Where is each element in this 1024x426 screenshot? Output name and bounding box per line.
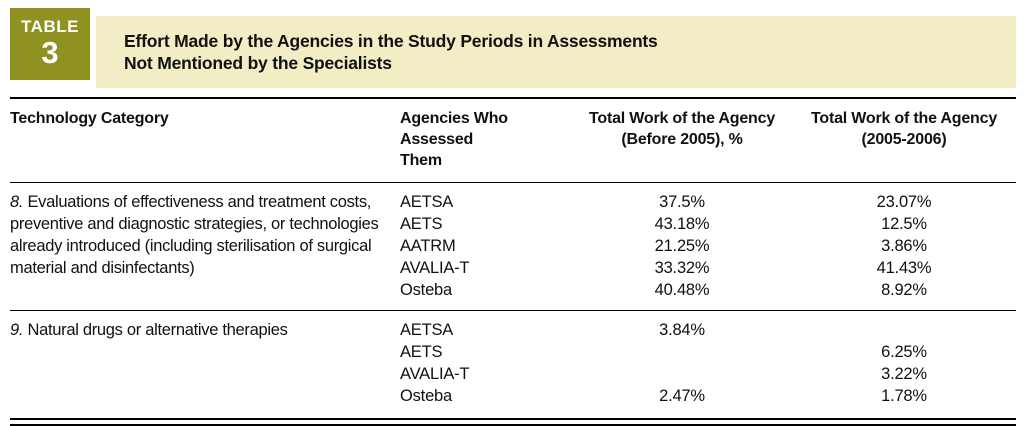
agency-stack: AETSA AETS AVALIA-T Osteba — [400, 319, 572, 407]
table-title-banner: Effort Made by the Agencies in the Study… — [96, 16, 1016, 88]
table-badge-word: TABLE — [21, 17, 79, 36]
period-2005-2006-value: 6.25% — [881, 343, 927, 361]
table-row: 8. Evaluations of effectiveness and trea… — [10, 183, 1016, 310]
period-2005-2006-stack: 6.25% 3.22% 1.78% — [792, 319, 1016, 407]
col-header-before-2005: Total Work of the Agency (Before 2005), … — [572, 108, 792, 171]
before-2005-value: 21.25% — [654, 237, 710, 255]
agency-name: AETSA — [400, 321, 454, 339]
before-2005-value: 3.84% — [659, 321, 705, 339]
agency-name: AVALIA-T — [400, 259, 470, 277]
agency-name: AVALIA-T — [400, 365, 470, 383]
before-2005-stack: 37.5% 43.18% 21.25% 33.32% 40.48% — [572, 191, 792, 301]
period-2005-2006-value: 12.5% — [881, 215, 927, 233]
col-header-agencies: Agencies Who Assessed Them — [400, 108, 572, 171]
table-figure: TABLE 3 Effort Made by the Agencies in t… — [10, 8, 1016, 426]
agency-name: AETS — [400, 343, 443, 361]
category-text: Evaluations of effectiveness and treatme… — [10, 193, 379, 277]
table-header-area: TABLE 3 Effort Made by the Agencies in t… — [10, 8, 1016, 88]
top-rule — [10, 97, 1016, 99]
category-cell: 8. Evaluations of effectiveness and trea… — [10, 191, 400, 301]
col-header-agencies-line2: Them — [400, 152, 442, 169]
category-text: Natural drugs or alternative therapies — [27, 321, 288, 339]
period-2005-2006-stack: 23.07% 12.5% 3.86% 41.43% 8.92% — [792, 191, 1016, 301]
table-badge: TABLE 3 — [10, 8, 90, 80]
row-separator-rule — [10, 310, 1016, 311]
table-title-line2: Not Mentioned by the Specialists — [124, 53, 392, 73]
period-2005-2006-value: 3.22% — [881, 365, 927, 383]
agency-name: AATRM — [400, 237, 456, 255]
period-2005-2006-value — [792, 319, 1016, 341]
col-header-technology-category: Technology Category — [10, 110, 169, 127]
col-header-2005-2006-line2: (2005-2006) — [861, 131, 947, 148]
table-badge-number: 3 — [41, 35, 59, 70]
agency-name: AETSA — [400, 193, 454, 211]
col-header-before-2005-line2: (Before 2005), % — [621, 131, 743, 148]
category-number: 9. — [10, 321, 24, 339]
col-header-2005-2006: Total Work of the Agency (2005-2006) — [792, 108, 1016, 171]
before-2005-value: 2.47% — [659, 387, 705, 405]
period-2005-2006-value: 41.43% — [876, 259, 932, 277]
agency-name: Osteba — [400, 387, 452, 405]
agency-stack: AETSA AETS AATRM AVALIA-T Osteba — [400, 191, 572, 301]
table-title: Effort Made by the Agencies in the Study… — [96, 30, 658, 74]
period-2005-2006-value: 1.78% — [881, 387, 927, 405]
column-header-row: Technology Category Agencies Who Assesse… — [10, 99, 1016, 182]
before-2005-value — [572, 363, 792, 385]
before-2005-stack: 3.84% 2.47% — [572, 319, 792, 407]
period-2005-2006-value: 8.92% — [881, 281, 927, 299]
header-body-rule — [10, 182, 1016, 183]
before-2005-value: 43.18% — [654, 215, 710, 233]
agency-name: Osteba — [400, 281, 452, 299]
before-2005-value: 33.32% — [654, 259, 710, 277]
before-2005-value: 40.48% — [654, 281, 710, 299]
before-2005-value — [572, 341, 792, 363]
bottom-double-rule — [10, 418, 1016, 426]
period-2005-2006-value: 3.86% — [881, 237, 927, 255]
period-2005-2006-value: 23.07% — [876, 193, 932, 211]
table-title-line1: Effort Made by the Agencies in the Study… — [124, 31, 658, 51]
agency-name: AETS — [400, 215, 443, 233]
table-row: 9. Natural drugs or alternative therapie… — [10, 311, 1016, 416]
category-number: 8. — [10, 193, 24, 211]
col-header-2005-2006-line1: Total Work of the Agency — [810, 110, 998, 127]
category-cell: 9. Natural drugs or alternative therapie… — [10, 319, 400, 407]
before-2005-value: 37.5% — [659, 193, 705, 211]
col-header-before-2005-line1: Total Work of the Agency — [588, 110, 776, 127]
col-header-agencies-line1: Agencies Who Assessed — [400, 110, 508, 148]
